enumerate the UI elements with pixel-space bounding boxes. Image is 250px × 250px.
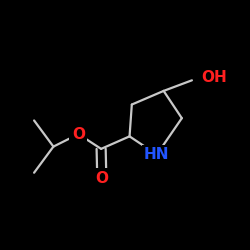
Text: O: O [72,126,85,142]
Text: OH: OH [201,70,227,85]
Text: HN: HN [144,147,170,162]
Text: O: O [95,171,108,186]
